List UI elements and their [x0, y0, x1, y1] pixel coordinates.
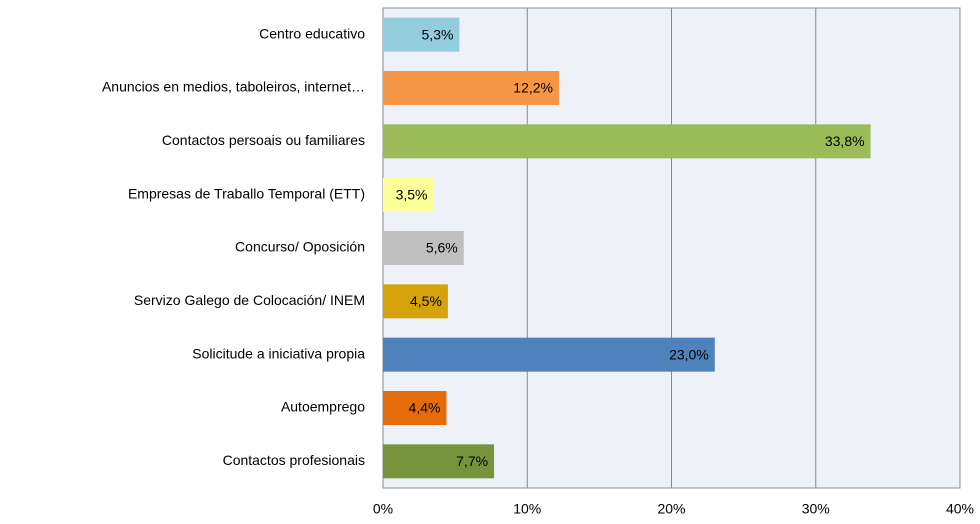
- x-tick-label: 20%: [657, 501, 685, 517]
- bar: [383, 17, 460, 52]
- y-tick-label: Concurso/ Oposición: [235, 239, 365, 255]
- y-tick-label: Servizo Galego de Colocación/ INEM: [134, 292, 365, 308]
- bar: [383, 71, 559, 105]
- data-label: 3,5%: [396, 186, 428, 202]
- bar: [383, 124, 871, 159]
- y-tick-label: Centro educativo: [259, 25, 365, 41]
- bar: [383, 177, 434, 212]
- x-tick-label: 0%: [373, 501, 393, 517]
- y-tick-label: Autoemprego: [281, 399, 365, 415]
- y-tick-label: Contactos profesionais: [223, 452, 365, 468]
- x-tick-label: 40%: [946, 501, 974, 517]
- data-label: 4,4%: [409, 400, 441, 416]
- bar: [383, 444, 495, 479]
- bar: [383, 231, 464, 265]
- x-tick-label: 30%: [802, 501, 830, 517]
- y-tick-label: Contactos persoais ou familiares: [162, 132, 365, 148]
- y-tick-label: Solicitude a iniciativa propia: [192, 345, 365, 361]
- bar: [383, 337, 715, 372]
- data-label: 5,3%: [422, 26, 454, 42]
- data-label: 4,5%: [410, 293, 442, 309]
- data-label: 33,8%: [825, 133, 865, 149]
- data-label: 23,0%: [669, 346, 709, 362]
- y-tick-label: Empresas de Traballo Temporal (ETT): [128, 185, 365, 201]
- data-label: 12,2%: [513, 80, 553, 96]
- x-tick-label: 10%: [513, 501, 541, 517]
- bar: [383, 391, 447, 425]
- bar: [383, 284, 448, 319]
- y-tick-label: Anuncios en medios, taboleiros, internet…: [102, 79, 365, 95]
- data-label: 5,6%: [426, 240, 458, 256]
- data-label: 7,7%: [456, 453, 488, 469]
